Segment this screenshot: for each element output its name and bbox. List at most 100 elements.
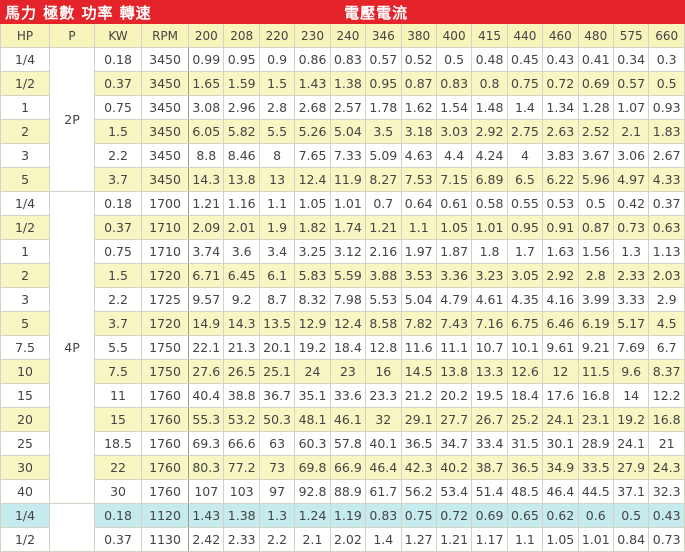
rpm-cell: 1760 xyxy=(141,383,190,408)
current-cell: 0.87 xyxy=(400,71,437,96)
current-cell: 18.4 xyxy=(506,383,544,408)
current-cell: 16.8 xyxy=(648,407,685,432)
hp-cell: 1/2 xyxy=(0,71,51,96)
current-cell: 1.28 xyxy=(577,95,614,120)
rpm-cell: 1760 xyxy=(141,455,190,480)
current-cell: 0.37 xyxy=(648,191,685,216)
current-cell: 46.4 xyxy=(365,455,402,480)
current-cell: 10.7 xyxy=(471,335,508,360)
current-cell: 48.1 xyxy=(294,407,331,432)
table-body: 1/4 2P 0.18 3450 0.99 0.95 0.9 0.86 0.83 0.57 0.52… xyxy=(0,47,685,552)
current-cell: 40.2 xyxy=(435,455,473,480)
table-row: 5 3.7 3450 14.3 13.8 13 12.4 11.9 8.27 7.53 7.15 6.… xyxy=(0,167,685,192)
table-row: 5 3.7 1720 14.9 14.3 13.5 12.9 12.4 8.58 7.82 7.43… xyxy=(0,311,685,336)
current-cell: 9.21 xyxy=(577,335,614,360)
hp-cell: 40 xyxy=(0,479,51,504)
rpm-cell: 1750 xyxy=(141,335,190,360)
current-cell: 38.8 xyxy=(223,383,260,408)
current-cell: 7.53 xyxy=(400,167,437,192)
column-header: 415 xyxy=(471,23,508,48)
column-header: KW xyxy=(94,23,143,48)
current-cell: 1.83 xyxy=(648,119,685,144)
current-cell: 3.12 xyxy=(329,239,367,264)
column-header: HP xyxy=(0,23,51,48)
rpm-cell: 1710 xyxy=(141,215,190,240)
current-cell: 66.9 xyxy=(329,455,367,480)
current-cell: 1.62 xyxy=(400,95,437,120)
current-cell: 1.4 xyxy=(365,527,402,552)
current-cell: 6.71 xyxy=(188,263,225,288)
current-cell: 1.43 xyxy=(294,71,331,96)
current-cell: 31.5 xyxy=(506,431,544,456)
current-cell: 1.59 xyxy=(223,71,260,96)
current-cell: 3.67 xyxy=(577,143,614,168)
current-cell: 13.3 xyxy=(471,359,508,384)
current-cell: 25.1 xyxy=(258,359,296,384)
column-header: 480 xyxy=(577,23,614,48)
current-cell: 66.6 xyxy=(223,431,260,456)
current-cell: 2.1 xyxy=(294,527,331,552)
current-cell: 8.37 xyxy=(648,359,685,384)
current-cell: 2.1 xyxy=(612,119,650,144)
current-cell: 1.7 xyxy=(506,239,544,264)
table-row: 10 7.5 1750 27.6 26.5 25.1 24 23 16 14.5 13.8 13.3 1… xyxy=(0,359,685,384)
hp-cell: 25 xyxy=(0,431,51,456)
column-header: 208 xyxy=(223,23,260,48)
current-cell: 38.7 xyxy=(471,455,508,480)
current-cell: 8.8 xyxy=(188,143,225,168)
current-cell: 6.19 xyxy=(577,311,614,336)
current-cell: 3.23 xyxy=(471,263,508,288)
table-row: 1 0.75 3450 3.08 2.96 2.8 2.68 2.57 1.78 1.62 1.54… xyxy=(0,95,685,120)
current-cell: 4.35 xyxy=(506,287,544,312)
rpm-cell: 1725 xyxy=(141,287,190,312)
current-cell: 1.21 xyxy=(188,191,225,216)
current-cell: 32.3 xyxy=(648,479,685,504)
current-cell: 0.93 xyxy=(648,95,685,120)
current-cell: 2.03 xyxy=(648,263,685,288)
current-cell: 1.54 xyxy=(435,95,473,120)
table-row: 1/4 4P 0.18 1700 1.21 1.16 1.1 1.05 1.01 0.7 0.64 0… xyxy=(0,191,685,504)
current-cell: 0.5 xyxy=(612,503,650,528)
current-cell: 3.33 xyxy=(612,287,650,312)
current-cell: 0.73 xyxy=(648,527,685,552)
current-cell: 1.3 xyxy=(612,239,650,264)
current-cell: 3.03 xyxy=(435,119,473,144)
current-cell: 12.4 xyxy=(329,311,367,336)
current-cell: 8.58 xyxy=(365,311,402,336)
kw-cell: 15 xyxy=(94,407,143,432)
current-cell: 9.6 xyxy=(612,359,650,384)
current-cell: 12.6 xyxy=(506,359,544,384)
current-cell: 24.1 xyxy=(542,407,579,432)
current-cell: 17.6 xyxy=(542,383,579,408)
current-cell: 2.96 xyxy=(223,95,260,120)
current-cell: 37.1 xyxy=(612,479,650,504)
current-cell: 12.4 xyxy=(294,167,331,192)
current-cell: 2.33 xyxy=(223,527,260,552)
hp-cell: 7.5 xyxy=(0,335,51,360)
current-cell: 1.4 xyxy=(506,95,544,120)
kw-cell: 0.37 xyxy=(94,71,143,96)
current-cell: 4.24 xyxy=(471,143,508,168)
current-cell: 11.1 xyxy=(435,335,473,360)
current-cell: 36.5 xyxy=(506,455,544,480)
current-cell: 0.84 xyxy=(612,527,650,552)
current-cell: 0.9 xyxy=(258,47,296,72)
current-cell: 9.57 xyxy=(188,287,225,312)
current-cell: 14 xyxy=(612,383,650,408)
current-cell: 26.5 xyxy=(223,359,260,384)
current-cell: 21.3 xyxy=(223,335,260,360)
current-cell: 5.96 xyxy=(577,167,614,192)
current-cell: 0.53 xyxy=(542,191,579,216)
column-header: RPM xyxy=(141,23,190,48)
rpm-cell: 1130 xyxy=(141,527,190,552)
current-cell: 0.6 xyxy=(577,503,614,528)
pole-cell: 2P xyxy=(49,47,96,192)
kw-cell: 0.18 xyxy=(94,47,143,72)
current-cell: 0.34 xyxy=(612,47,650,72)
current-cell: 13.8 xyxy=(435,359,473,384)
table-row: 25 18.5 1760 69.3 66.6 63 60.3 57.8 40.1 36.5 34.7… xyxy=(0,431,685,456)
current-cell: 0.57 xyxy=(612,71,650,96)
current-cell: 19.2 xyxy=(612,407,650,432)
current-cell: 2.8 xyxy=(258,95,296,120)
current-cell: 1.24 xyxy=(294,503,331,528)
